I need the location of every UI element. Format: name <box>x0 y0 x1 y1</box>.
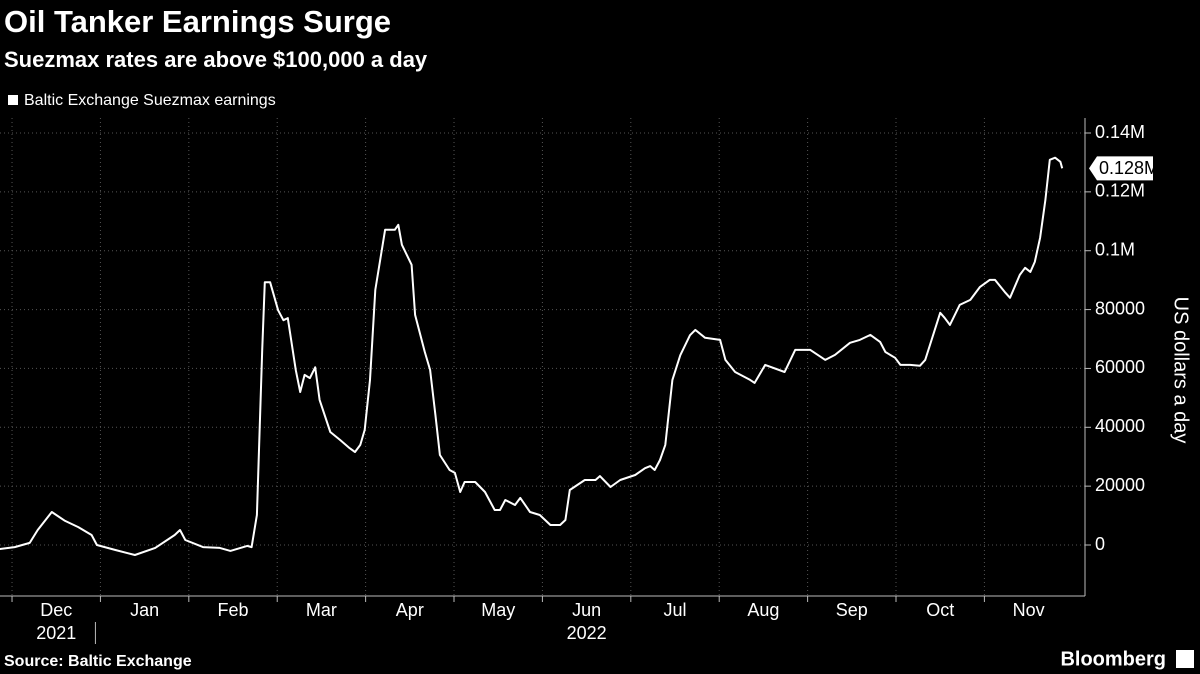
x-tick-label: Aug <box>747 600 779 620</box>
y-tick-label: 40000 <box>1095 416 1145 436</box>
value-label-box <box>1089 156 1153 181</box>
year-label: 2022 <box>567 623 607 643</box>
x-tick-label: Apr <box>396 600 424 620</box>
x-tick-label: Jan <box>130 600 159 620</box>
y-tick-label: 60000 <box>1095 357 1145 377</box>
x-tick-label: Jul <box>664 600 687 620</box>
line-series <box>0 156 1064 556</box>
x-tick-label: Jun <box>572 600 601 620</box>
brand-logo: Bloomberg <box>1060 648 1166 670</box>
x-tick-label: Feb <box>218 600 249 620</box>
chart-title: Oil Tanker Earnings Surge <box>4 4 391 39</box>
x-tick-label: Oct <box>926 600 954 620</box>
y-tick-label: 20000 <box>1095 475 1145 495</box>
y-tick-label: 0.12M <box>1095 181 1145 201</box>
x-tick-label: Dec <box>40 600 72 620</box>
brand-icon <box>1176 650 1194 668</box>
legend-swatch <box>8 95 18 105</box>
value-label: 0.128M <box>1099 158 1159 178</box>
y-axis-title: US dollars a day <box>1170 297 1192 444</box>
chart-subtitle: Suezmax rates are above $100,000 a day <box>4 47 428 72</box>
legend-label: Baltic Exchange Suezmax earnings <box>24 92 276 109</box>
x-tick-label: Nov <box>1013 600 1045 620</box>
year-label: 2021 <box>36 623 76 643</box>
y-tick-label: 0.14M <box>1095 122 1145 142</box>
y-tick-label: 0 <box>1095 534 1105 554</box>
y-tick-label: 0.1M <box>1095 239 1135 259</box>
source-note: Source: Baltic Exchange <box>4 653 192 670</box>
x-tick-label: May <box>481 600 515 620</box>
x-tick-label: Sep <box>836 600 868 620</box>
x-tick-label: Mar <box>306 600 337 620</box>
y-tick-label: 80000 <box>1095 298 1145 318</box>
